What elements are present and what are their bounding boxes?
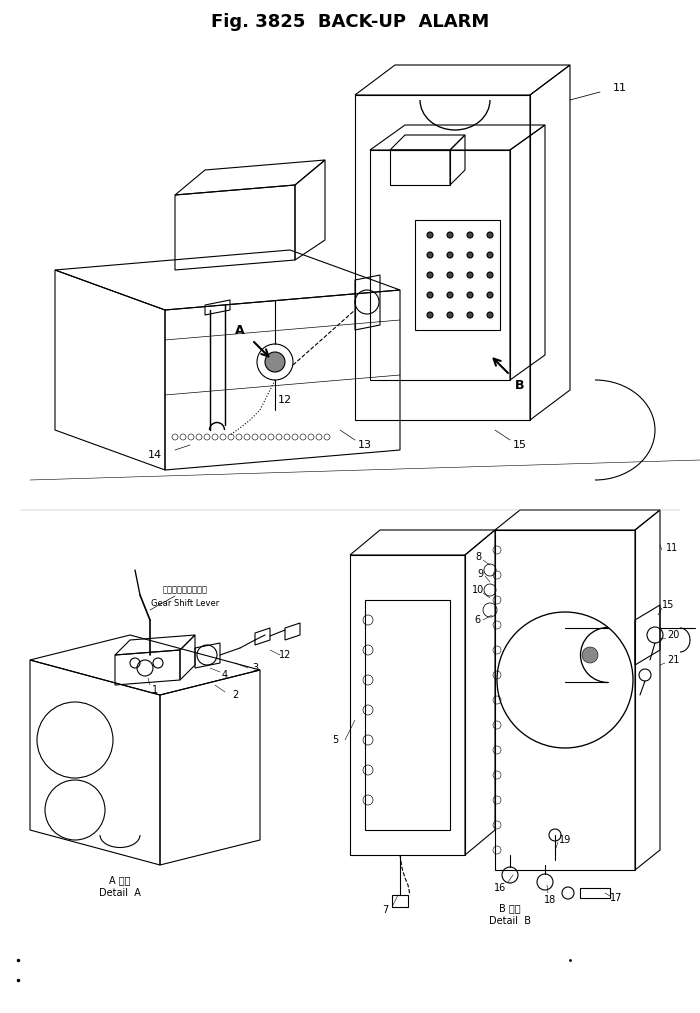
Circle shape [447,272,453,278]
Circle shape [467,272,473,278]
Circle shape [487,272,493,278]
Circle shape [427,292,433,298]
Text: 11: 11 [613,83,627,93]
Text: 8: 8 [475,552,481,562]
Text: 11: 11 [666,543,678,553]
Text: 16: 16 [494,883,506,893]
Text: 21: 21 [667,655,679,665]
Circle shape [487,252,493,258]
Text: 3: 3 [252,663,258,673]
Text: 9: 9 [477,569,483,579]
Text: Detail  A: Detail A [99,888,141,898]
Circle shape [467,292,473,298]
Circle shape [427,252,433,258]
Text: Fig. 3825  BACK-UP  ALARM: Fig. 3825 BACK-UP ALARM [211,13,489,31]
Circle shape [447,312,453,318]
Text: 15: 15 [662,600,674,610]
Circle shape [467,312,473,318]
Text: 1: 1 [152,685,158,695]
Circle shape [427,272,433,278]
Circle shape [487,312,493,318]
Circle shape [447,232,453,238]
Circle shape [265,352,285,372]
Circle shape [467,252,473,258]
Circle shape [582,647,598,663]
Text: 2: 2 [232,690,238,700]
Circle shape [427,312,433,318]
Text: A: A [235,323,245,336]
Text: 10: 10 [472,585,484,595]
Text: 5: 5 [332,735,338,745]
Text: 18: 18 [544,895,556,905]
Text: B: B [515,379,525,391]
Text: 15: 15 [513,440,527,450]
Text: B 詳細: B 詳細 [499,903,521,913]
Circle shape [487,292,493,298]
Text: 12: 12 [279,650,291,660]
Text: 7: 7 [382,905,388,915]
Text: ギヤーシフトレバー: ギヤーシフトレバー [162,586,207,595]
Text: 20: 20 [667,630,679,640]
Text: 13: 13 [358,440,372,450]
Circle shape [447,292,453,298]
Text: Detail  B: Detail B [489,916,531,926]
Text: 6: 6 [474,615,480,625]
Circle shape [447,252,453,258]
Text: 12: 12 [278,395,292,405]
Circle shape [487,232,493,238]
Text: 4: 4 [222,670,228,680]
Text: 14: 14 [148,450,162,460]
Text: 19: 19 [559,835,571,845]
Text: A 詳細: A 詳細 [109,875,131,885]
Circle shape [467,232,473,238]
Text: Gear Shift Lever: Gear Shift Lever [151,599,219,608]
Text: 17: 17 [610,893,622,903]
Circle shape [427,232,433,238]
